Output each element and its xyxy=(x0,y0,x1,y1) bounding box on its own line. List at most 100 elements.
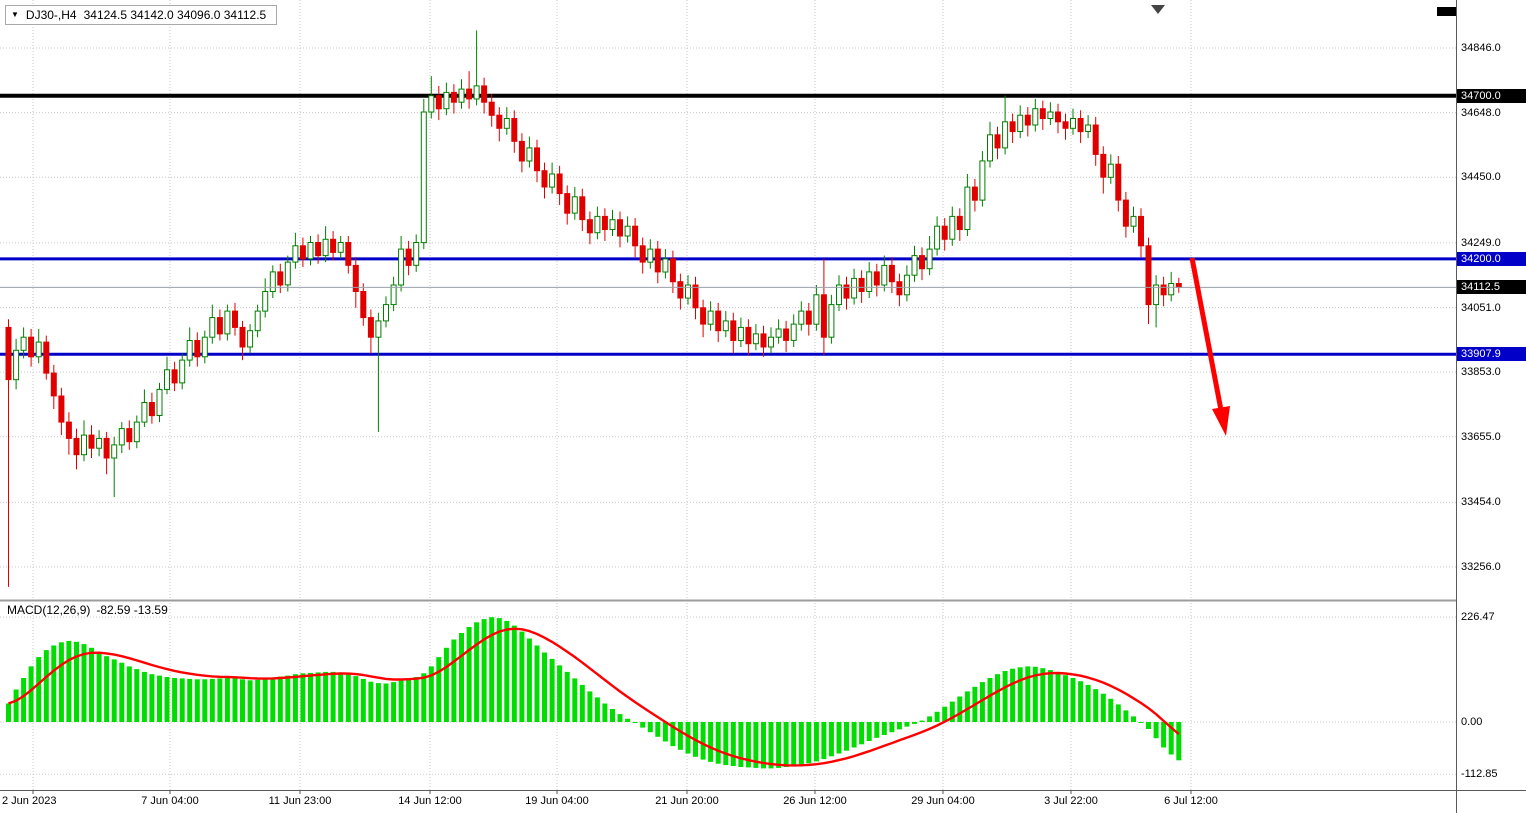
macd-bar xyxy=(700,722,706,760)
candle-body xyxy=(458,88,465,103)
macd-bar xyxy=(96,652,102,722)
macd-bar xyxy=(157,675,162,722)
candle-body xyxy=(118,428,125,446)
macd-bar xyxy=(677,722,683,750)
macd-bar xyxy=(1108,698,1114,722)
macd-bar xyxy=(217,678,223,722)
price-axis-badge: 33907.9 xyxy=(1457,347,1526,362)
candle-body xyxy=(330,238,337,253)
macd-bar xyxy=(13,689,19,722)
macd-bar xyxy=(602,703,608,722)
candle-body xyxy=(413,242,420,266)
macd-bar xyxy=(300,673,306,722)
candle-body xyxy=(1115,163,1122,201)
macd-bar xyxy=(315,672,321,722)
candle-body xyxy=(1070,118,1076,129)
candle-body xyxy=(987,134,993,162)
time-axis-label: 7 Jun 04:00 xyxy=(141,795,199,807)
macd-bar xyxy=(912,722,917,724)
macd-bar xyxy=(1032,666,1038,722)
macd-bar xyxy=(995,674,1000,722)
macd-bar xyxy=(436,657,442,722)
macd-bar xyxy=(806,722,812,764)
candle-body xyxy=(1130,215,1137,227)
macd-bar xyxy=(406,678,412,722)
candle-body xyxy=(1100,153,1107,178)
macd-bar xyxy=(262,678,268,722)
time-axis-label: 3 Jul 22:00 xyxy=(1044,795,1098,807)
candle-body xyxy=(775,328,782,338)
price-axis-label: 34846.0 xyxy=(1461,42,1501,54)
macd-bar xyxy=(753,722,759,768)
macd-bar xyxy=(1146,722,1151,729)
candle-body xyxy=(58,395,65,423)
candle-body xyxy=(828,304,835,338)
candle-body xyxy=(609,219,616,230)
candle-body xyxy=(896,281,903,296)
candle-body xyxy=(81,434,87,456)
candle-body xyxy=(760,333,767,348)
macd-bar xyxy=(481,619,487,722)
macd-bar xyxy=(534,645,540,722)
price-scale-axis[interactable]: 34846.0 34648.0 34450.0 34249.0 34051.0 33853… xyxy=(1457,0,1526,790)
macd-bar xyxy=(942,706,948,722)
macd-bar xyxy=(723,722,729,766)
candle-body xyxy=(209,317,216,338)
candle-body xyxy=(820,294,827,338)
macd-bar xyxy=(504,620,510,722)
candle-body xyxy=(722,320,729,332)
candle-body xyxy=(745,326,752,345)
chart-shift-marker-icon[interactable] xyxy=(1151,5,1165,14)
macd-bar xyxy=(164,677,170,722)
macd-bar xyxy=(919,720,925,722)
macd-bar xyxy=(43,650,49,722)
macd-values: -82.59 -13.59 xyxy=(96,603,168,617)
candle-body xyxy=(367,317,374,338)
trend-arrow-shaft[interactable] xyxy=(1189,257,1224,411)
candle-body xyxy=(20,336,27,351)
candle-body xyxy=(994,134,1001,149)
macd-bar xyxy=(851,722,857,748)
candle-body xyxy=(1009,121,1016,133)
candle-body xyxy=(926,248,933,270)
macd-bar xyxy=(617,714,623,722)
candle-body xyxy=(669,258,676,283)
macd-bar xyxy=(821,722,827,760)
candle-body xyxy=(224,310,231,335)
candle-body xyxy=(126,428,133,443)
macd-bar xyxy=(594,697,600,722)
time-scale-axis[interactable]: 2 Jun 2023 7 Jun 04:00 11 Jun 23:00 14 Jun … xyxy=(0,791,1526,813)
candle-body xyxy=(428,95,435,113)
candle-body xyxy=(390,284,397,306)
candle-body xyxy=(488,101,495,116)
candle-body xyxy=(254,310,261,332)
candle-body xyxy=(473,85,480,100)
candle-body xyxy=(201,336,208,358)
price-axis-label: 33655.0 xyxy=(1461,430,1501,443)
macd-bar xyxy=(308,672,313,722)
candle-body xyxy=(783,328,790,341)
candles-layer xyxy=(5,30,1182,587)
macd-bar xyxy=(572,678,578,722)
macd-bar xyxy=(859,722,865,745)
macd-bar xyxy=(1078,681,1084,722)
macd-bar xyxy=(949,701,955,722)
price-axis-label: 34051.0 xyxy=(1461,301,1501,314)
macd-bar xyxy=(292,674,298,722)
candle-body xyxy=(956,215,963,230)
candle-body xyxy=(503,118,510,129)
ohlc-expand-icon[interactable]: ▼ xyxy=(11,10,19,19)
candle-body xyxy=(148,402,155,417)
candle-body xyxy=(1077,118,1084,133)
candle-body xyxy=(88,434,95,449)
candle-body xyxy=(1153,284,1160,306)
macd-bar xyxy=(670,722,676,747)
time-axis-label: 14 Jun 12:00 xyxy=(398,795,462,807)
candle-body xyxy=(949,215,956,240)
macd-bar xyxy=(866,722,872,741)
macd-bar xyxy=(632,722,638,723)
macd-bar xyxy=(896,722,902,730)
trend-arrow-head[interactable] xyxy=(1212,406,1230,436)
